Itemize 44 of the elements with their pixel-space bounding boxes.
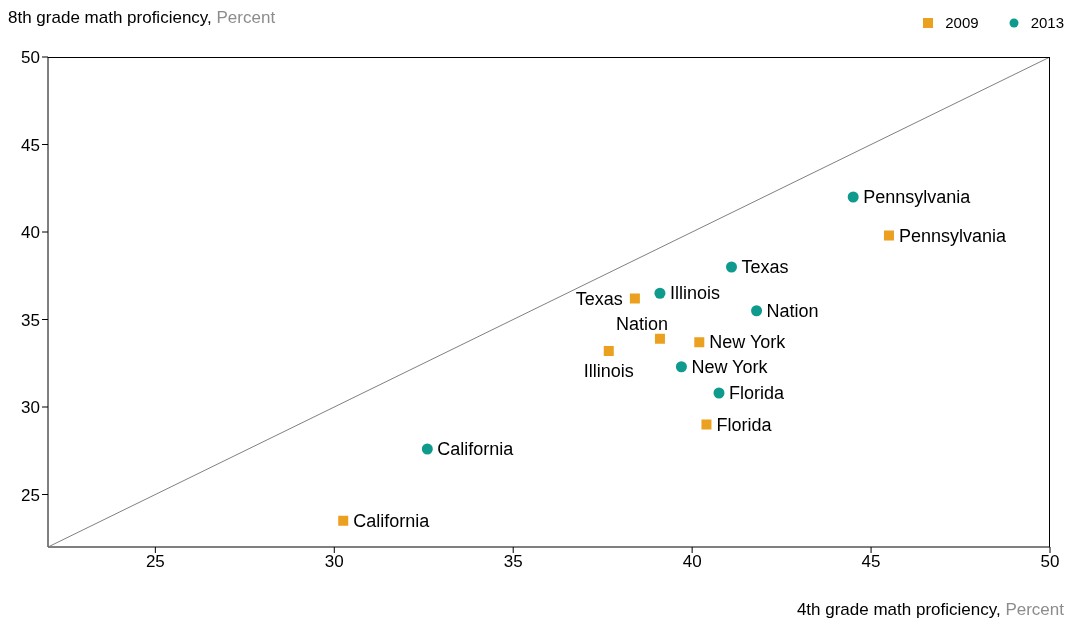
annotation: Nation [615,313,668,335]
legend-label: 2009 [945,14,979,31]
annotation: Illinois [583,361,634,382]
x-tick-label: 45 [861,552,881,572]
point [603,346,614,356]
annotation: Florida [716,414,772,435]
x-tick-label: 30 [324,552,344,572]
point [629,293,640,304]
x-axis-title: 4th grade math proficiency, Percent [796,600,1064,619]
point [751,305,763,317]
point [675,361,687,373]
point [421,443,433,455]
y-tick-label: 25 [21,485,40,505]
y-tick-label: 35 [21,310,40,330]
point [847,191,859,203]
annotation: Texas [741,256,789,278]
y-axis-title: 8th grade math proficiency, Percent [8,8,276,27]
y-tick-label: 40 [21,223,40,243]
annotation: Pennsylvania [898,225,1007,246]
annotation: Florida [728,382,784,404]
point [338,515,349,526]
point [654,287,666,299]
annotation: Illinois [669,282,720,304]
point [883,230,894,241]
point [654,333,665,344]
annotation: California [437,438,514,460]
y-tick-label: 45 [21,135,40,155]
y-tick-label: 50 [21,48,40,68]
point [694,337,705,348]
point [713,387,725,399]
legend-label: 2013 [1030,14,1064,31]
x-tick-label: 25 [145,552,165,572]
x-tick-label: 40 [682,552,702,572]
y-tick-label: 30 [21,398,40,418]
annotation: Texas [575,288,623,309]
annotation: New York [709,331,786,353]
point [701,419,712,430]
annotation: California [353,510,430,532]
x-tick-label: 35 [503,552,523,572]
point [726,261,738,273]
annotation: Pennsylvania [863,186,971,208]
annotation: Nation [766,300,819,322]
x-tick-label: 50 [1040,552,1060,572]
annotation: New York [691,356,768,378]
